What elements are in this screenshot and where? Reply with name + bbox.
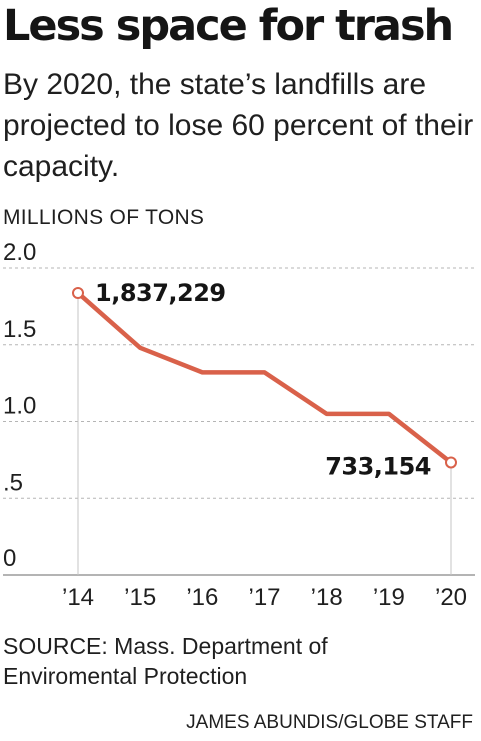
x-tick-label: ’17 bbox=[248, 584, 280, 611]
y-tick-label: 0 bbox=[3, 545, 16, 572]
series-line bbox=[75, 290, 454, 465]
data-point bbox=[445, 456, 457, 469]
chart-title: Less space for trash bbox=[3, 1, 454, 51]
x-tick-label: ’18 bbox=[311, 584, 343, 611]
x-tick-label: ’15 bbox=[124, 584, 156, 611]
chart-subtitle: By 2020, the state’s landfills are proje… bbox=[3, 68, 474, 183]
y-tick-label: 1.5 bbox=[3, 316, 36, 343]
line-chart: 0 .5 1.0 1.5 2.0 ’14 ’15 ’16 ’17 ’18 ’19 ’20 1,837,2… bbox=[3, 239, 475, 611]
y-tick-label: .5 bbox=[3, 469, 23, 496]
data-label: 733,154 bbox=[325, 452, 431, 480]
unit-label: MILLIONS OF TONS bbox=[3, 206, 205, 229]
credit-line: JAMES ABUNDIS/GLOBE STAFF bbox=[186, 712, 473, 733]
data-point bbox=[72, 286, 84, 299]
x-tick-label: ’14 bbox=[62, 584, 94, 611]
y-tick-label: 1.0 bbox=[3, 393, 36, 420]
y-tick-label: 2.0 bbox=[3, 239, 36, 266]
x-tick-label: ’19 bbox=[373, 584, 405, 611]
x-tick-label: ’16 bbox=[186, 584, 218, 611]
data-label: 1,837,229 bbox=[95, 279, 226, 307]
x-tick-label: ’20 bbox=[435, 584, 467, 611]
source-note: SOURCE: Mass. Department of Enviromental… bbox=[3, 633, 328, 689]
